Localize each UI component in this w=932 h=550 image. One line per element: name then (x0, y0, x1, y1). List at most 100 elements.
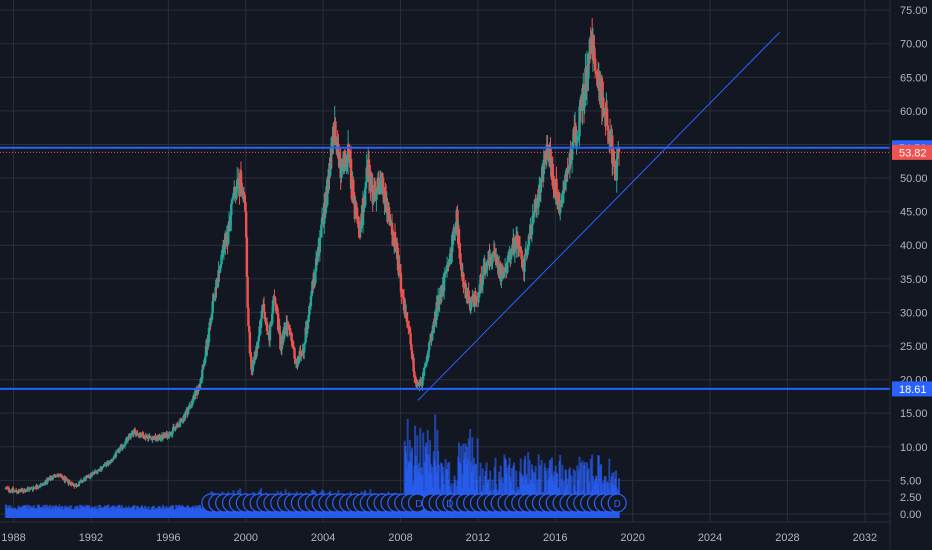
x-tick-label: 2024 (698, 532, 722, 544)
x-tick-label: 1988 (1, 532, 25, 544)
candle-body (569, 152, 572, 164)
candle-body (419, 379, 423, 381)
candle-body (264, 317, 267, 323)
volume-bar (419, 427, 422, 518)
price-label-box (892, 381, 932, 397)
candle-body (64, 478, 67, 482)
candle-body (250, 356, 253, 370)
candle-body (170, 434, 173, 436)
candle-body (53, 474, 57, 477)
candle-body (377, 177, 380, 191)
candle-body (515, 237, 518, 248)
candle-body (365, 167, 368, 183)
candle-body (42, 483, 45, 485)
candle-body (371, 184, 374, 204)
candle-body (210, 313, 214, 320)
candle-body (308, 305, 311, 315)
x-tick-label: 1996 (156, 532, 180, 544)
candle-body (291, 339, 294, 347)
candle-body (344, 156, 348, 168)
candle-body (128, 436, 131, 438)
candle-body (375, 189, 378, 200)
drawing-lines[interactable] (0, 31, 890, 401)
candle-body (260, 310, 263, 319)
candle-body (388, 214, 391, 226)
candle-body (613, 162, 616, 167)
candle-body (594, 70, 598, 73)
candle-body (244, 211, 248, 238)
candle-body (338, 157, 342, 161)
candle-body (576, 137, 579, 143)
candle-body (184, 411, 188, 415)
candle-body (574, 125, 578, 145)
candle-body (237, 180, 240, 186)
candle-body (477, 295, 480, 301)
candle-body (112, 457, 115, 459)
candle-body (410, 344, 413, 351)
volume-bar (559, 454, 562, 518)
candle-body (567, 167, 571, 172)
candle-body (311, 281, 314, 294)
candle-body (71, 483, 74, 485)
candle-body (583, 89, 586, 107)
candle-body (190, 402, 194, 406)
candle-body (491, 257, 494, 264)
candle-body (151, 438, 154, 441)
dividend-marker-icon[interactable] (607, 493, 627, 513)
candle-body (167, 436, 170, 438)
candle-body (336, 142, 339, 145)
candle-body (280, 338, 284, 350)
candle-body (570, 160, 573, 164)
candle-body (532, 211, 536, 218)
candle-body (272, 295, 275, 301)
candle-body (482, 265, 485, 276)
candle-body (278, 325, 281, 334)
candle-body (172, 426, 176, 428)
candle-body (288, 326, 291, 330)
candle-body (307, 314, 310, 322)
candle-body (268, 324, 272, 341)
candle-body (32, 487, 35, 490)
candle-body (506, 261, 509, 273)
candle-body (413, 371, 416, 378)
candle-body (85, 476, 89, 478)
candle-body (561, 189, 565, 195)
candle-body (129, 433, 133, 438)
candle-body (46, 479, 49, 483)
candle-body (493, 250, 496, 256)
candle-body (537, 195, 540, 207)
candle-body (47, 479, 51, 481)
candle-body (480, 284, 484, 286)
candle-body (490, 263, 493, 265)
candle-body (611, 135, 614, 164)
candle-body (162, 434, 165, 439)
candle-body (16, 492, 19, 494)
candle-body (326, 178, 330, 194)
trend-line[interactable] (417, 31, 781, 401)
candle-body (154, 438, 158, 440)
candle-body (177, 424, 180, 426)
candle-body (549, 150, 552, 157)
candle-body (470, 299, 473, 303)
candle-body (229, 215, 232, 232)
candle-body (271, 300, 275, 314)
candle-body (143, 438, 146, 440)
candlestick-series (4, 18, 621, 495)
candle-body (412, 357, 415, 372)
candle-body (236, 179, 239, 190)
candle-body (109, 460, 112, 464)
candle-body (265, 322, 269, 332)
candle-body (402, 296, 406, 311)
candle-body (213, 298, 217, 300)
candle-body (404, 305, 407, 318)
candle-body (386, 202, 389, 214)
candle-body (592, 45, 595, 48)
candle-body (442, 273, 446, 292)
y-tick-label: 2.50 (900, 492, 921, 504)
candle-body (199, 379, 202, 384)
candle-body (121, 447, 124, 449)
candle-body (609, 139, 612, 141)
